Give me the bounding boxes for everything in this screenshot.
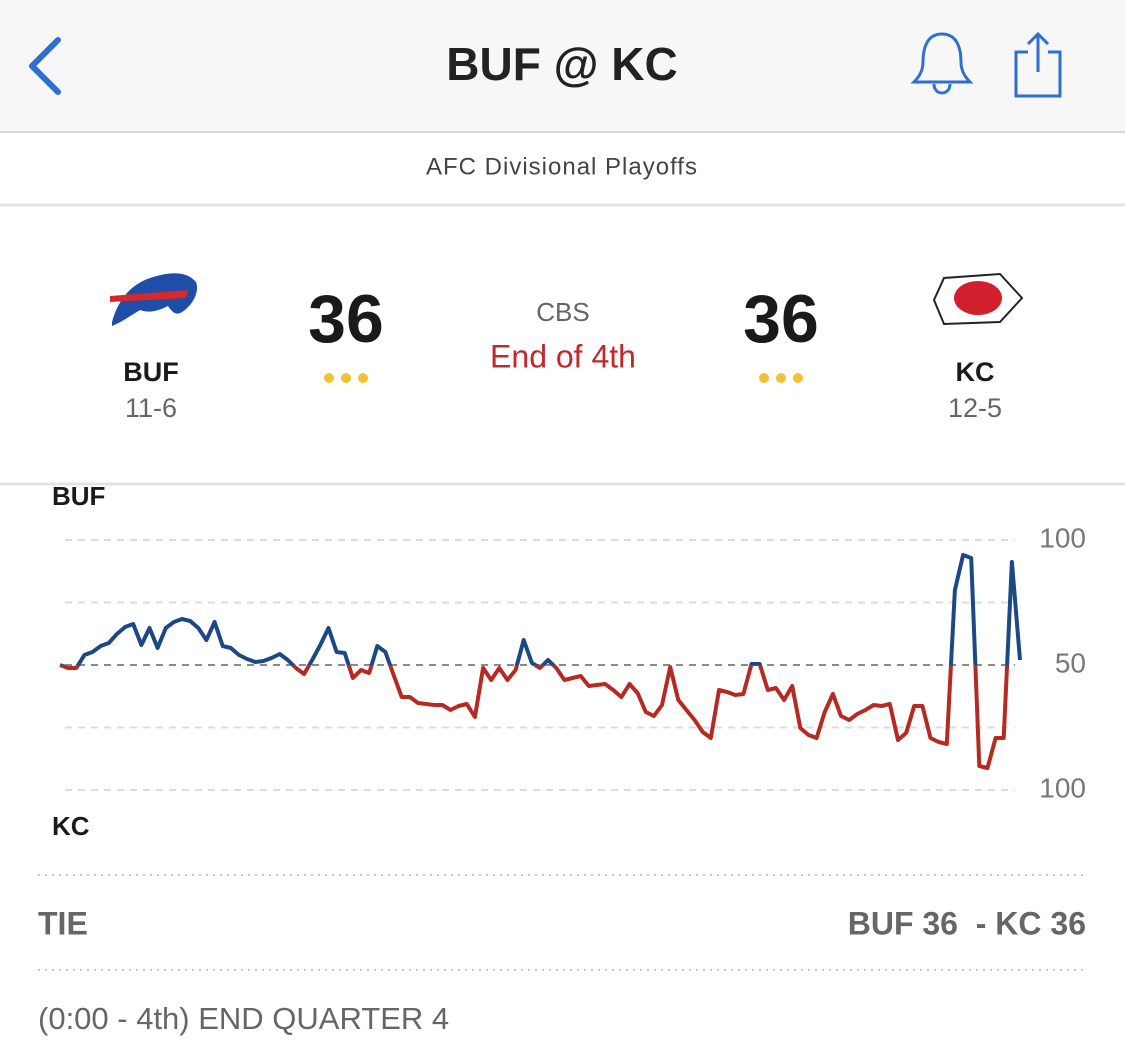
away-abbr: BUF bbox=[123, 357, 179, 387]
buf-logo bbox=[110, 273, 198, 326]
network: CBS bbox=[536, 297, 589, 327]
home-record: 12-5 bbox=[948, 393, 1002, 423]
home-timeouts bbox=[759, 373, 803, 383]
share-button[interactable] bbox=[1014, 31, 1062, 98]
y-tick-label: 100 bbox=[1039, 522, 1086, 553]
back-button[interactable] bbox=[29, 37, 61, 95]
home-score: 36 bbox=[743, 281, 819, 357]
y-tick-label: 50 bbox=[1055, 647, 1086, 678]
bell-button[interactable] bbox=[910, 32, 974, 95]
kc-logo bbox=[932, 272, 1024, 326]
away-score: 36 bbox=[308, 281, 384, 357]
last-play: (0:00 - 4th) END QUARTER 4 bbox=[38, 1001, 449, 1036]
chart-top-label: BUF bbox=[52, 481, 105, 511]
final-score: BUF 36 - KC 36 bbox=[848, 905, 1086, 941]
nav-title: BUF @ KC bbox=[446, 38, 677, 90]
away-record: 11-6 bbox=[125, 393, 177, 423]
away-timeouts bbox=[324, 373, 368, 383]
game-result: TIE bbox=[38, 905, 88, 941]
line-above bbox=[60, 553, 1022, 665]
chart-bottom-label: KC bbox=[52, 811, 90, 841]
line-below bbox=[59, 665, 1010, 770]
game-status: End of 4th bbox=[490, 338, 636, 374]
game-subtitle: AFC Divisional Playoffs bbox=[426, 153, 698, 180]
y-tick-label: 100 bbox=[1039, 772, 1086, 803]
nav-bar bbox=[0, 0, 1125, 132]
win-probability-chart: 100 50 100 bbox=[59, 522, 1086, 803]
home-abbr: KC bbox=[956, 357, 995, 387]
